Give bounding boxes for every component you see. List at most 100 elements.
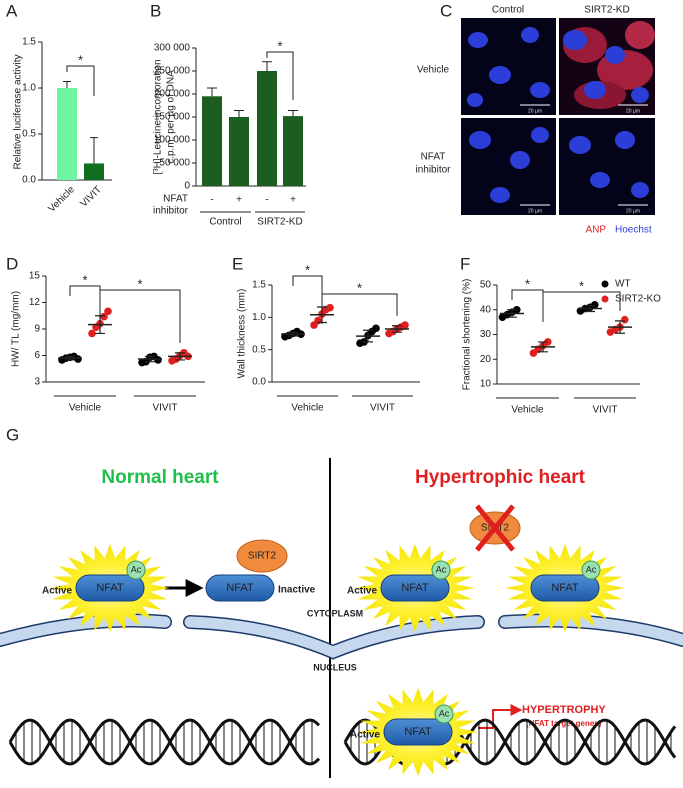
y-tick-label: 100 000 xyxy=(154,135,191,146)
sirt2-protein xyxy=(236,539,288,573)
outcome: HYPERTROPHY xyxy=(522,704,606,716)
sd-bar xyxy=(615,320,625,334)
y-tick-label: 1.0 xyxy=(252,312,266,323)
y-tick-label: 12 xyxy=(29,297,41,308)
protein-label: NFAT xyxy=(404,726,432,738)
y-axis-label: HW/ TL (mg/mm) xyxy=(11,291,22,367)
panel-letter: G xyxy=(6,425,19,444)
y-tick-label: 0.0 xyxy=(252,377,266,388)
bar xyxy=(84,163,104,180)
panel-letter: F xyxy=(460,254,470,273)
nuclei xyxy=(467,27,649,203)
acetyl-label: Ac xyxy=(586,564,597,574)
y-tick-label: 250 000 xyxy=(154,66,191,77)
sd-bar xyxy=(175,352,185,361)
knockout-cross xyxy=(475,504,515,552)
protein-label: NFAT xyxy=(401,582,429,594)
compartment-label: NUCLEUS xyxy=(313,662,357,672)
state-label: Active xyxy=(347,586,377,597)
group-label: VIVIT xyxy=(152,403,177,414)
scale-label: 20 µm xyxy=(626,208,640,214)
significance-label: * xyxy=(579,278,584,293)
error-bar xyxy=(90,137,98,164)
nfat-protein xyxy=(383,718,453,746)
y-tick-label: 0.5 xyxy=(252,344,266,355)
group-label: VIVIT xyxy=(592,405,617,416)
row-label: inhibitor xyxy=(153,206,189,217)
protein-label: NFAT xyxy=(96,582,124,594)
y-axis-label: Relative luciferase activity xyxy=(13,54,24,169)
significance-label: * xyxy=(305,262,310,277)
data-point xyxy=(74,355,82,363)
error-bar xyxy=(63,81,71,88)
bar xyxy=(283,116,303,186)
x-tick-label: - xyxy=(210,195,213,206)
error-bar xyxy=(288,110,298,117)
row-label: Vehicle xyxy=(417,65,450,76)
y-tick-label: 3 xyxy=(34,377,40,388)
x-tick-label: - xyxy=(265,195,268,206)
y-tick-label: 0 xyxy=(184,181,190,192)
y-tick-label: 50 000 xyxy=(159,158,190,169)
bar xyxy=(202,96,222,186)
error-bar xyxy=(207,87,217,97)
y-axis-label: [³H]-Leucine incorporation xyxy=(153,59,164,174)
bar xyxy=(229,117,249,186)
stain-label: Hoechst xyxy=(615,225,652,236)
y-tick-label: 40 xyxy=(480,304,492,315)
acetyl-group xyxy=(431,560,451,580)
row-label: NFAT xyxy=(421,152,446,163)
acetyl-group xyxy=(434,704,454,724)
sd-bar xyxy=(145,355,155,363)
significance-label: * xyxy=(277,38,282,53)
group-label: VIVIT xyxy=(370,403,395,414)
error-bar xyxy=(234,110,244,117)
group-label: Vehicle xyxy=(511,405,544,416)
scale-label: 20 µm xyxy=(528,108,542,114)
protein-label: NFAT xyxy=(551,582,579,594)
nfat-protein xyxy=(205,574,275,602)
data-point xyxy=(88,329,96,338)
bar xyxy=(57,88,77,180)
sd-bar xyxy=(65,355,75,361)
y-tick-label: 15 xyxy=(29,271,41,282)
state-label: Inactive xyxy=(278,585,316,596)
row-label: NFAT xyxy=(163,194,188,205)
sd-bar xyxy=(363,329,373,343)
group-label: Vehicle xyxy=(291,403,324,414)
y-tick-label: 200 000 xyxy=(154,89,191,100)
microscopy: 20 µm 20 µm 20 µm 20 µm Control SIRT2-KD… xyxy=(415,5,655,236)
y-tick-label: 9 xyxy=(34,324,40,335)
dna-strand xyxy=(8,718,321,766)
scale-label: 20 µm xyxy=(626,108,640,114)
y-tick-label: 20 xyxy=(480,354,492,365)
error-bar xyxy=(262,61,272,71)
y-tick-label: 300 000 xyxy=(154,43,191,54)
dna-strand xyxy=(8,718,321,766)
nfat-protein xyxy=(75,574,145,602)
y-tick-label: 10 xyxy=(480,379,492,390)
data-point xyxy=(100,312,108,321)
panel-letter: C xyxy=(440,1,452,20)
nfat-protein xyxy=(380,574,450,602)
row-label: inhibitor xyxy=(415,165,451,176)
data-point xyxy=(314,316,322,325)
image xyxy=(559,118,655,215)
significance-label: * xyxy=(137,276,142,291)
arrow xyxy=(478,704,523,729)
x-tick-label: VIVIT xyxy=(79,184,104,209)
sd-bar xyxy=(507,309,517,318)
sd-bar xyxy=(392,325,402,333)
significance-label: * xyxy=(525,276,530,291)
group-label: SIRT2-KD xyxy=(257,217,302,228)
panel-letter: A xyxy=(6,1,18,20)
legend-marker xyxy=(601,295,609,303)
panel-letter: E xyxy=(232,254,243,273)
y-tick-label: 1.0 xyxy=(22,83,36,94)
scale-labels: 20 µm 20 µm 20 µm 20 µm xyxy=(528,108,640,214)
stain-label: ANP xyxy=(585,225,606,236)
y-tick-label: 1.5 xyxy=(252,280,266,291)
group-label: Vehicle xyxy=(69,403,102,414)
y-tick-label: 1.5 xyxy=(22,37,36,48)
